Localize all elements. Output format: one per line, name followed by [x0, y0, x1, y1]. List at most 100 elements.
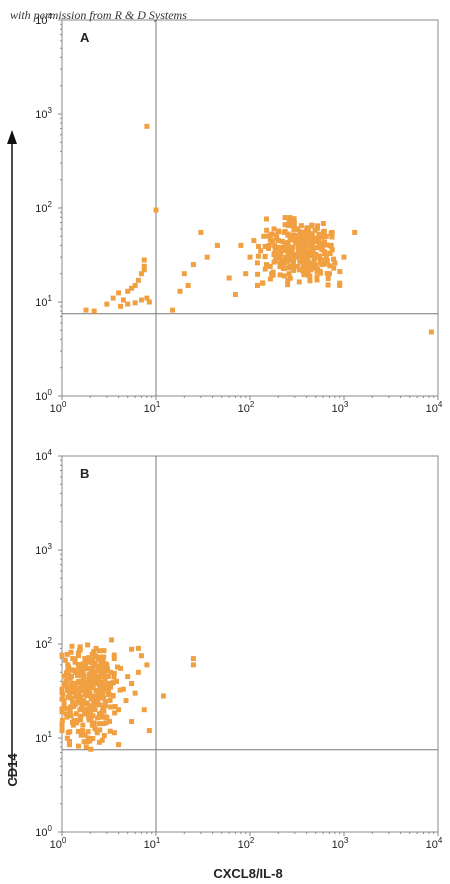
y-tick-label: 102 [35, 636, 52, 651]
data-point [77, 644, 83, 650]
data-point [101, 695, 107, 701]
data-point [107, 692, 113, 698]
data-point [97, 727, 103, 733]
data-point [96, 648, 102, 654]
data-point [96, 739, 102, 745]
data-point [263, 216, 269, 222]
data-point [91, 652, 97, 658]
data-point [291, 221, 297, 227]
data-point [110, 680, 116, 686]
data-point [98, 670, 104, 676]
data-point [243, 271, 249, 277]
plot-frame [61, 19, 439, 397]
data-point [274, 235, 280, 241]
panel-letter: A [80, 30, 90, 45]
data-point [296, 279, 302, 285]
data-point [116, 707, 122, 713]
data-point [295, 249, 301, 255]
data-point [305, 268, 311, 274]
data-point [64, 651, 70, 657]
data-point [97, 685, 103, 691]
data-point [120, 297, 126, 303]
data-point [323, 242, 329, 248]
data-point [301, 272, 307, 278]
data-point [68, 649, 74, 655]
data-point [308, 236, 314, 242]
data-point [107, 684, 113, 690]
data-point [286, 219, 292, 225]
data-point [266, 233, 272, 239]
data-point [102, 714, 108, 720]
data-point [287, 263, 293, 269]
data-point [59, 690, 65, 696]
data-point [113, 678, 119, 684]
data-point [323, 233, 329, 239]
data-point [78, 694, 84, 700]
data-point [291, 267, 297, 273]
data-point [295, 240, 301, 246]
y-tick-label: 101 [35, 730, 52, 745]
data-point [66, 742, 72, 748]
data-point [264, 262, 270, 268]
data-point [296, 267, 302, 273]
data-point [132, 690, 138, 696]
data-point [76, 743, 82, 749]
y-axis-arrowhead [7, 130, 17, 144]
data-point [254, 260, 260, 266]
data-point [102, 673, 108, 679]
data-point [67, 704, 73, 710]
data-point [92, 726, 98, 732]
data-point [90, 705, 96, 711]
data-point [286, 271, 292, 277]
data-point [305, 248, 311, 254]
data-point [305, 256, 311, 262]
data-point [108, 669, 114, 675]
data-point [324, 270, 330, 276]
data-point [281, 273, 287, 279]
data-point [282, 248, 288, 254]
watermark: with permission from R & D Systems [10, 8, 187, 22]
y-tick-label: 104 [35, 448, 52, 463]
data-point [262, 243, 268, 249]
data-point [302, 229, 308, 235]
data-point [66, 739, 72, 745]
data-point [96, 677, 102, 683]
data-point [138, 271, 144, 277]
data-point [71, 718, 77, 724]
data-point [69, 689, 75, 695]
data-point [304, 225, 310, 231]
data-point [190, 662, 196, 668]
x-tick-label: 101 [144, 400, 161, 415]
data-point [65, 676, 71, 682]
data-point [315, 223, 321, 229]
data-point [102, 676, 108, 682]
data-point [299, 259, 305, 265]
data-point [135, 645, 141, 651]
data-point [64, 735, 70, 741]
data-point [129, 646, 135, 652]
data-point [177, 288, 183, 294]
data-point [337, 269, 343, 275]
data-point [81, 739, 87, 745]
data-point [160, 693, 166, 699]
data-point [282, 228, 288, 234]
data-point [59, 706, 65, 712]
data-point [287, 215, 293, 221]
data-point [279, 238, 285, 244]
data-point [138, 653, 144, 659]
data-point [321, 228, 327, 234]
data-point [270, 269, 276, 275]
data-point [116, 290, 122, 296]
data-point [92, 670, 98, 676]
data-point [75, 685, 81, 691]
data-point [272, 243, 278, 249]
data-point [280, 245, 286, 251]
data-point [129, 718, 135, 724]
data-point [94, 696, 100, 702]
data-point [82, 656, 88, 662]
data-point [270, 239, 276, 245]
data-point [96, 689, 102, 695]
data-point [190, 656, 196, 662]
data-point [110, 692, 116, 698]
